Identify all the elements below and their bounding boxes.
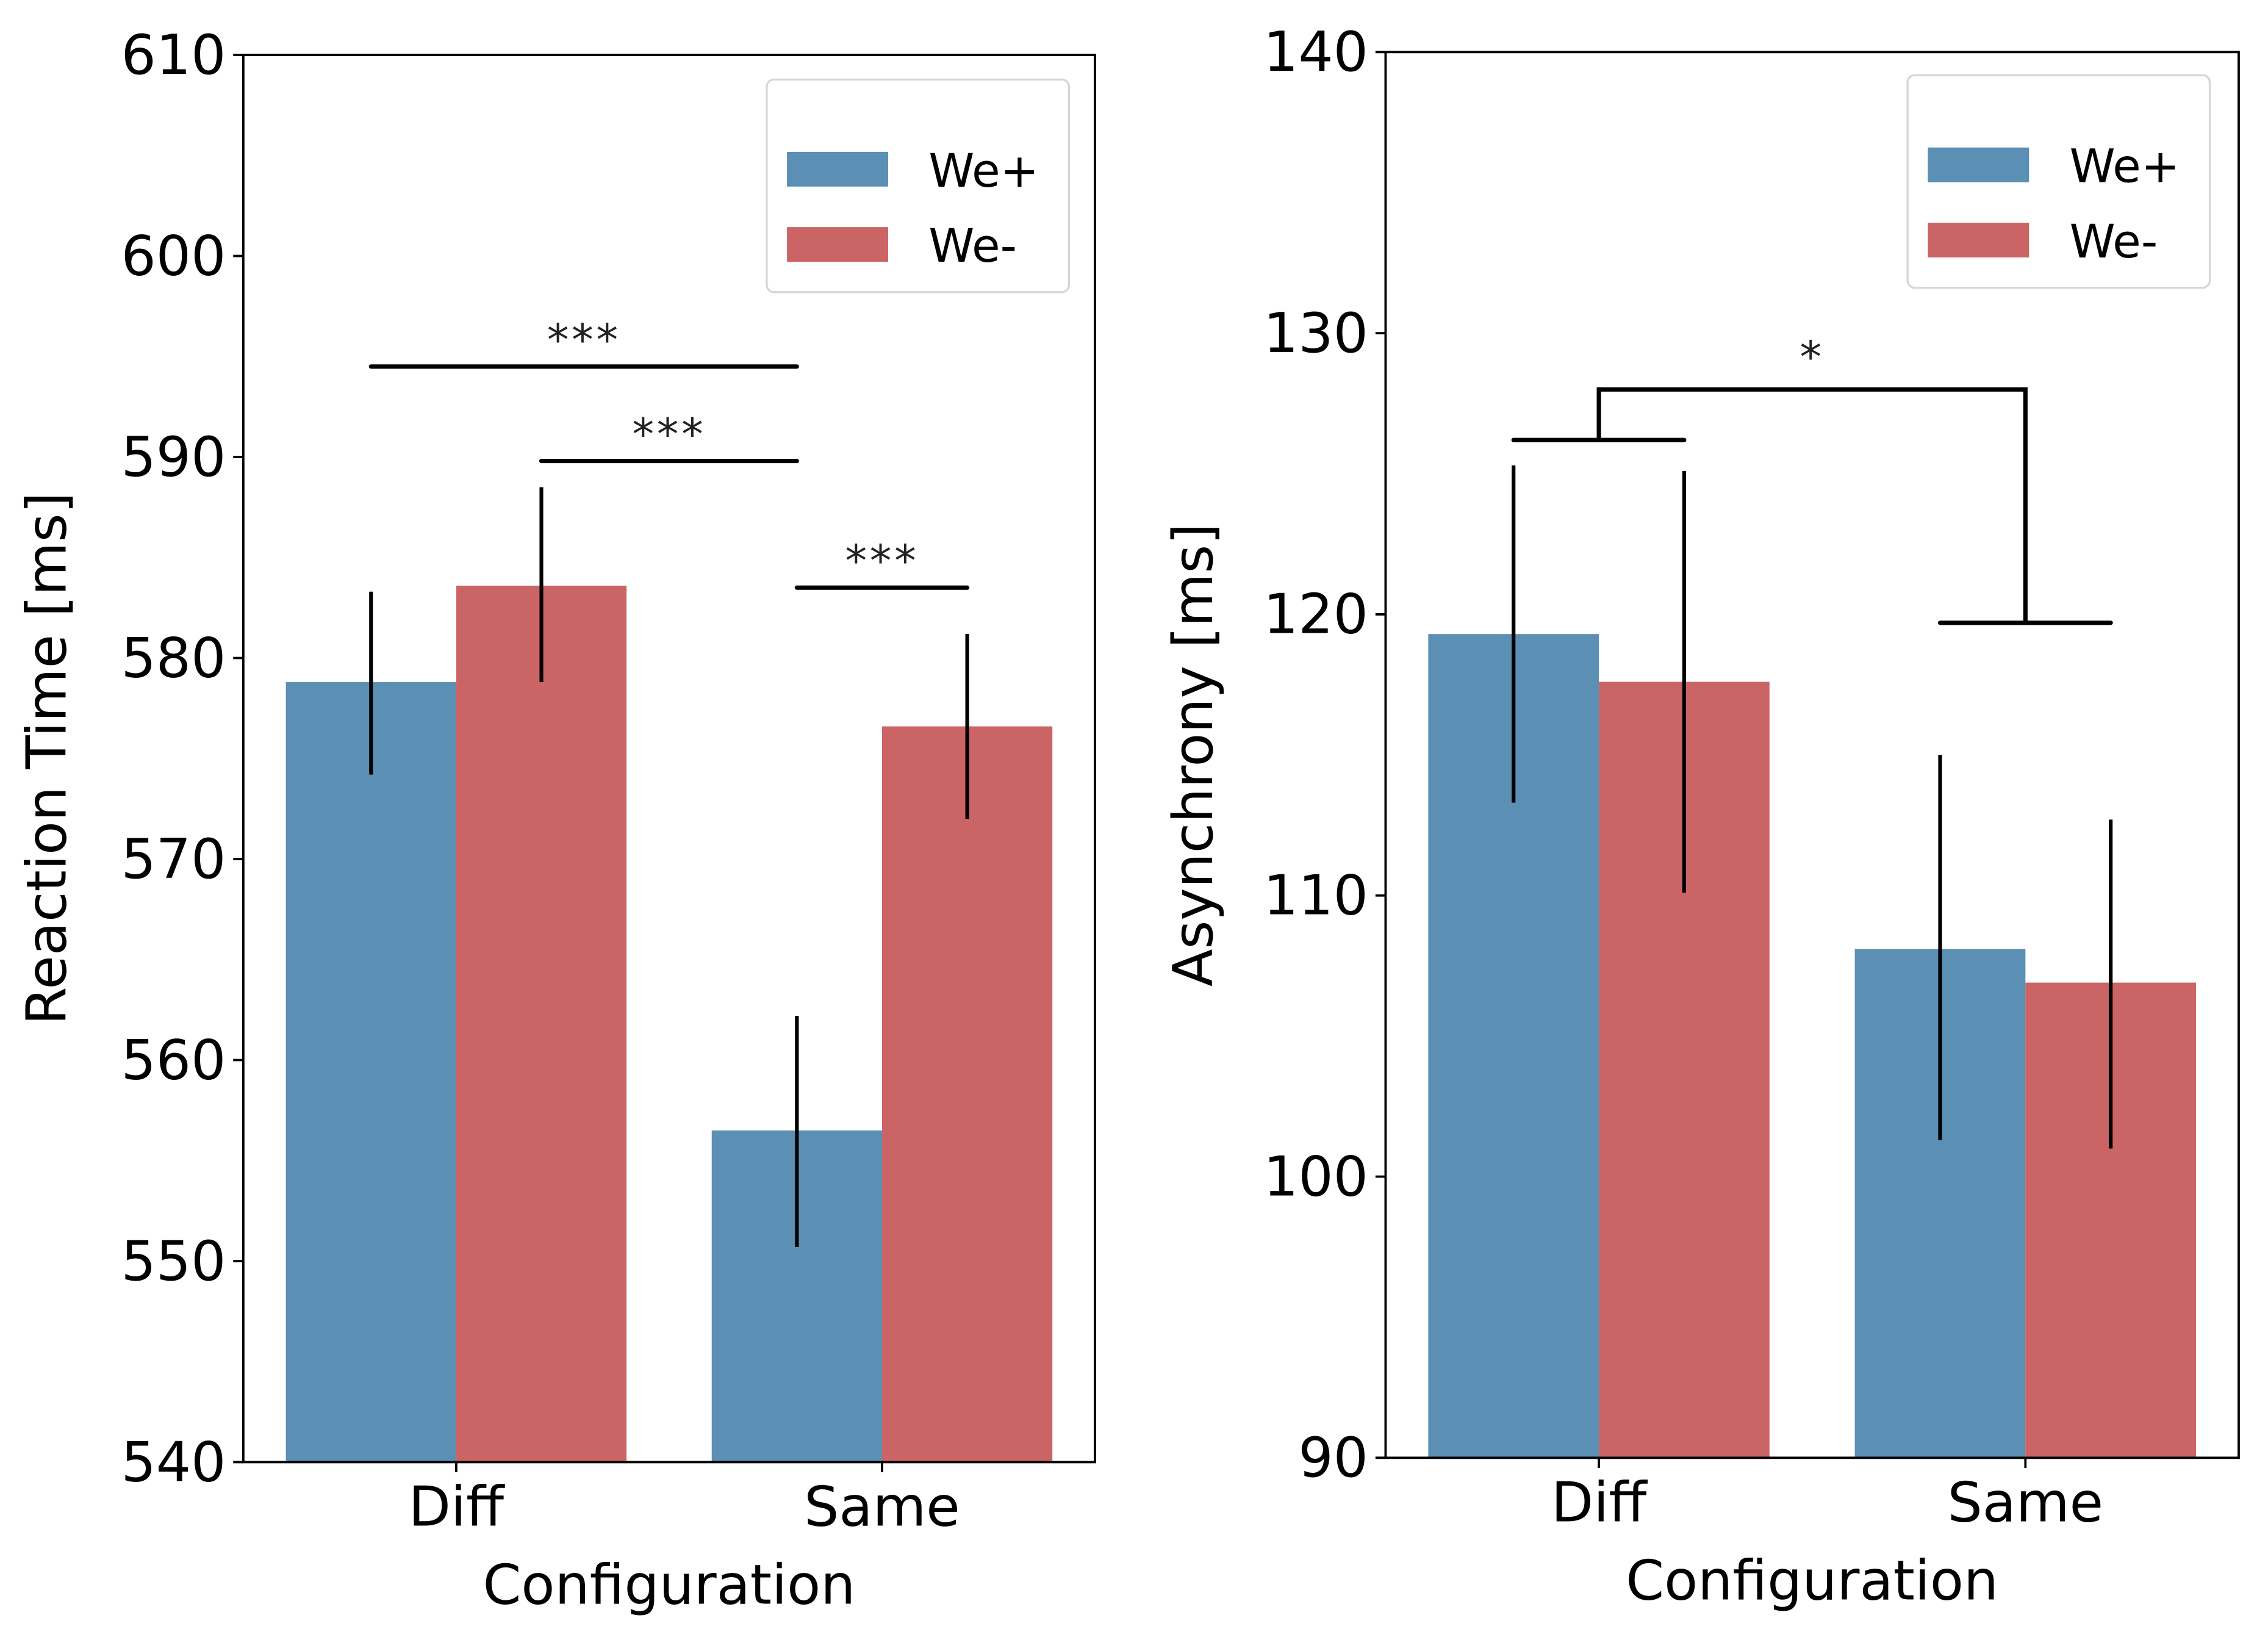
significance-label: ***	[547, 315, 621, 365]
legend: We+ We-	[766, 78, 1070, 293]
legend-label-we-minus: We-	[928, 219, 1017, 273]
bar-diff-we-minus	[456, 585, 627, 1462]
legend-swatch-we-plus	[787, 151, 889, 187]
bar-same-we-minus	[881, 726, 1053, 1462]
y-tick-label: 600	[121, 224, 226, 288]
y-tick-label: 110	[1263, 864, 1368, 928]
plot-frame	[1384, 51, 2240, 1459]
legend-swatch-we-plus	[1928, 147, 2029, 182]
y-axis-label: Asynchrony [ms]	[1161, 523, 1226, 987]
x-tick-label: Same	[1948, 1471, 2104, 1535]
y-tick-label: 590	[121, 425, 226, 489]
legend-label-we-plus: We+	[928, 144, 1039, 198]
y-tick-label: 610	[121, 23, 226, 87]
significance-bracket	[1596, 387, 2028, 623]
x-tick-label: Diff	[1551, 1471, 1648, 1535]
y-tick-label: 140	[1263, 20, 1368, 84]
plot-frame	[242, 54, 1096, 1464]
y-tick-label: 540	[121, 1430, 226, 1494]
legend-label-we-plus: We+	[2070, 140, 2180, 193]
asynchrony-chart: 90 100 110 120 130 140 Diff Same Configuration As…	[1161, 20, 2240, 1613]
y-axis-label: Reaction Time [ms]	[15, 492, 79, 1025]
y-tick-label: 580	[121, 626, 226, 690]
significance-label: *	[1800, 332, 1825, 383]
x-axis-label: Configuration	[1626, 1549, 1998, 1613]
reaction-time-chart: 540 550 560 570 580 590 600 610 Diff Same Configur…	[15, 23, 1096, 1617]
significance-label: ***	[845, 536, 919, 586]
y-tick-label: 90	[1298, 1426, 1368, 1490]
x-axis-label: Configuration	[483, 1553, 856, 1617]
significance-label: ***	[632, 409, 706, 460]
y-tick-label: 100	[1263, 1145, 1368, 1209]
legend: We+ We-	[1906, 74, 2211, 289]
y-tick-label: 560	[121, 1028, 226, 1092]
legend-swatch-we-minus	[787, 227, 889, 262]
y-tick-label: 130	[1263, 301, 1368, 365]
legend-swatch-we-minus	[1928, 223, 2029, 257]
bar-diff-we-plus	[285, 682, 456, 1462]
y-tick-label: 570	[121, 827, 226, 891]
y-tick-label: 550	[121, 1229, 226, 1293]
x-tick-label: Diff	[409, 1475, 505, 1539]
legend-label-we-minus: We-	[2070, 215, 2158, 268]
x-tick-label: Same	[804, 1475, 960, 1539]
y-tick-label: 120	[1263, 583, 1368, 647]
